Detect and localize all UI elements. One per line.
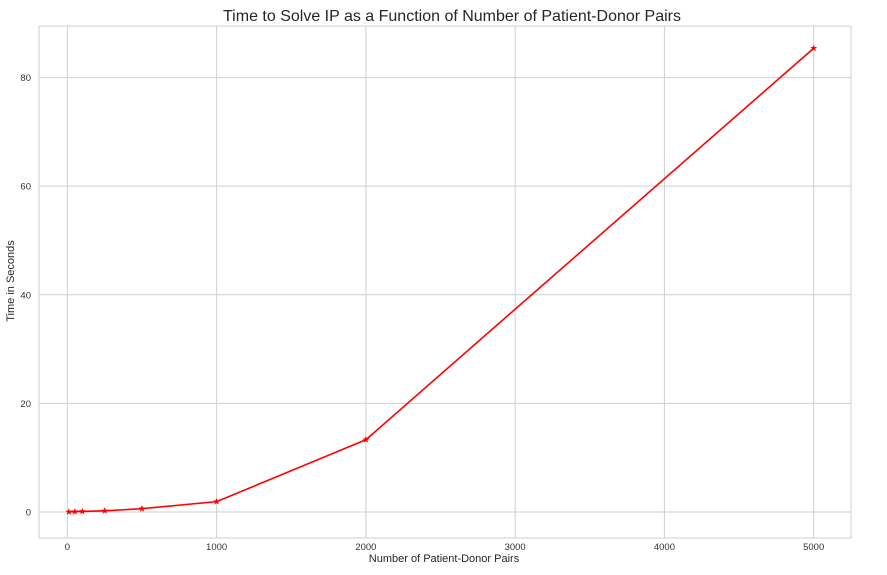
series-line (68, 47, 815, 513)
data-point-marker (213, 497, 221, 505)
x-tick-label: 3000 (505, 542, 526, 553)
y-tick-label: 60 (20, 182, 31, 193)
data-point-marker (71, 507, 79, 515)
x-tick-label: 5000 (803, 542, 824, 553)
data-point-marker (138, 504, 146, 512)
data-point-marker (78, 507, 86, 515)
y-tick-label: 40 (20, 290, 31, 301)
x-tick-label: 0 (65, 542, 70, 553)
x-tick-label: 2000 (355, 542, 376, 553)
data-point-marker (362, 435, 370, 443)
data-point-marker (65, 508, 73, 515)
data-point-marker (810, 44, 818, 52)
y-axis-label: Time in Seconds (5, 240, 17, 322)
y-tick-label: 0 (26, 507, 31, 518)
x-axis-label: Number of Patient-Donor Pairs (369, 553, 520, 565)
x-tick-label: 4000 (654, 542, 675, 553)
tick-labels: 0 1000 2000 3000 4000 5000 0 20 40 60 80 (20, 73, 824, 553)
data-point-marker (101, 507, 109, 514)
plot-area-frame (38, 25, 852, 539)
x-tick-label: 1000 (206, 542, 227, 553)
chart-title: Time to Solve IP as a Function of Number… (223, 8, 681, 25)
grid (39, 26, 851, 538)
series-layer (65, 44, 818, 515)
y-tick-label: 20 (20, 399, 31, 410)
y-tick-label: 80 (20, 73, 31, 84)
